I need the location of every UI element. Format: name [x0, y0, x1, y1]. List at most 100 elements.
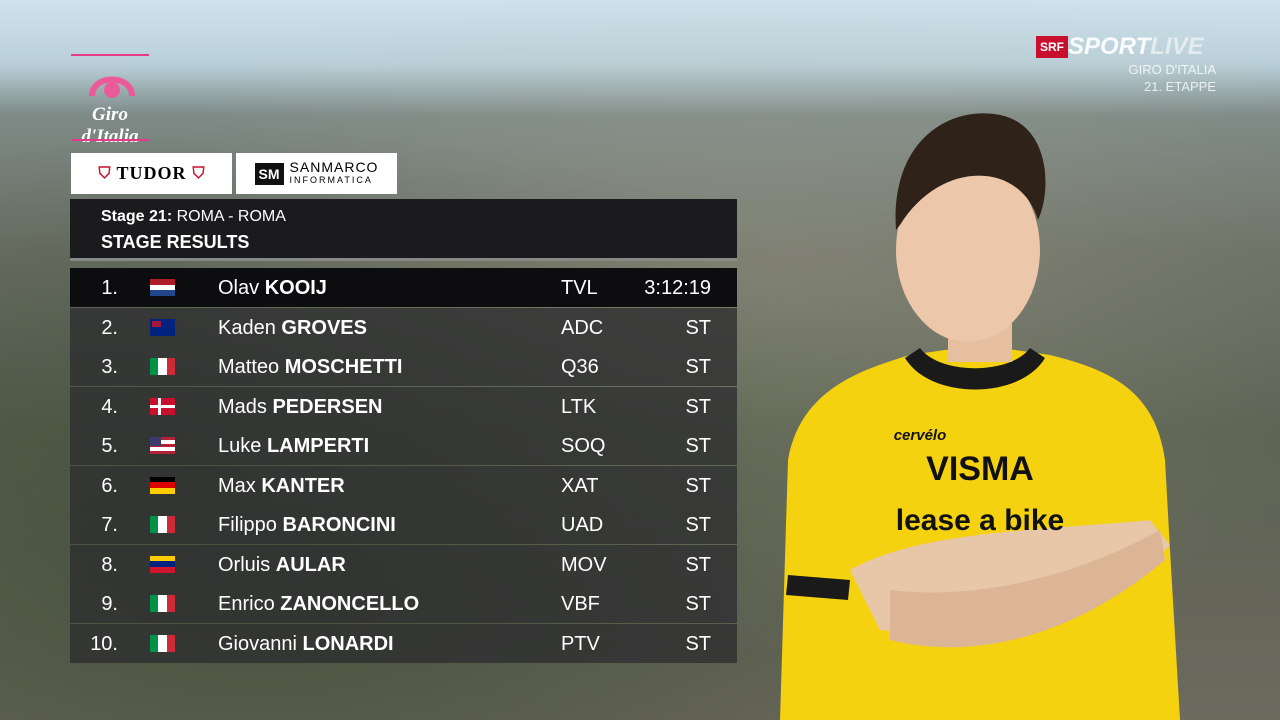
rank: 7.	[101, 514, 118, 536]
flag	[150, 634, 175, 652]
team: MOV	[561, 553, 607, 576]
rider-name: Mads PEDERSEN	[218, 396, 383, 419]
rank: 2.	[101, 316, 118, 339]
rank: 8.	[101, 553, 118, 576]
team: ADC	[561, 316, 604, 339]
first-name: Olav	[218, 277, 260, 299]
rank: 6.	[101, 474, 118, 497]
panel-header: Stage 21: ROMA - ROMA STAGE RESULTS	[70, 199, 737, 258]
first-name: Orluis	[218, 553, 271, 576]
first-name: Kaden	[218, 316, 276, 339]
team: SOQ	[561, 435, 606, 457]
logo-rule	[71, 139, 149, 141]
time: ST	[685, 593, 711, 615]
flag-part	[150, 404, 175, 408]
flag-part	[150, 279, 175, 285]
rider: VISMA lease a bike cervélo	[780, 113, 1180, 720]
first-name: Filippo	[218, 514, 277, 536]
flag-part	[150, 437, 175, 441]
result-row: 3. Matteo MOSCHETTI Q36 ST	[70, 347, 737, 386]
team: LTK	[561, 395, 597, 418]
stage-name: 21. ETAPPE	[1143, 79, 1216, 94]
flag-part	[150, 487, 175, 494]
team: Q36	[561, 356, 599, 378]
sponsor-name: TUDOR	[116, 163, 187, 183]
last-name: GROVES	[281, 316, 367, 339]
flag-part	[150, 450, 175, 454]
sponsor: SM SANMARCO INFORMATICA	[236, 153, 397, 194]
sponsor-sub: INFORMATICA	[289, 174, 373, 185]
flag-part	[150, 290, 175, 296]
last-name: KANTER	[261, 474, 345, 497]
first-name: Mads	[218, 395, 267, 418]
broadcaster-logo: SRF	[1036, 36, 1068, 58]
flag	[150, 476, 175, 494]
flag-part	[150, 443, 175, 448]
flag-part	[150, 447, 175, 451]
time: ST	[685, 316, 711, 339]
flag	[150, 595, 175, 612]
flag-part	[158, 358, 167, 375]
flag-part	[150, 440, 175, 444]
result-row: 6. Max KANTER XAT ST	[70, 465, 737, 505]
time: ST	[685, 435, 711, 457]
live: LIVE	[1150, 33, 1204, 60]
flag-part	[150, 555, 175, 562]
time: 3:12:19	[644, 277, 711, 299]
flag-part	[150, 595, 175, 612]
flag	[150, 397, 175, 415]
flag-part	[150, 358, 175, 375]
result-row: 2. Kaden GROVES ADC ST	[70, 307, 737, 347]
flag-part	[150, 595, 159, 612]
result-row: 5. Luke LAMPERTI SOQ ST	[70, 426, 737, 465]
rider-name: Kaden GROVES	[218, 317, 367, 340]
jersey-brand: VISMA	[926, 450, 1034, 488]
rider-name: Olav KOOIJ	[218, 277, 327, 300]
sponsor-name: SANMARCO	[289, 158, 379, 175]
flag-part	[150, 516, 175, 533]
flag-part	[150, 437, 161, 446]
last-name: MOSCHETTI	[284, 356, 403, 378]
team: UAD	[561, 514, 604, 536]
last-name: LAMPERTI	[266, 435, 370, 457]
time: ST	[685, 632, 711, 655]
rank: 4.	[101, 395, 118, 418]
team: VBF	[561, 593, 600, 615]
time: ST	[685, 356, 711, 378]
flag-part	[150, 561, 175, 567]
flag-part	[166, 595, 175, 612]
flag-part	[150, 516, 159, 533]
divider	[70, 258, 737, 261]
flag-part	[158, 634, 167, 652]
time: ST	[685, 474, 711, 497]
result-row: 8. Orluis AULAR MOV ST	[70, 544, 737, 584]
last-name: AULAR	[275, 553, 346, 576]
flag	[150, 437, 175, 454]
flag-part	[150, 284, 175, 291]
flag-part	[150, 358, 159, 375]
first-name: Luke	[218, 435, 262, 457]
race-logo: Giro d'Italia	[81, 104, 139, 147]
rider-name: Max KANTER	[218, 475, 345, 498]
rider-name: Orluis AULAR	[218, 554, 346, 577]
panel-title: STAGE RESULTS	[101, 232, 250, 252]
time: ST	[685, 553, 711, 576]
rank: 9.	[101, 593, 118, 615]
rank: 10.	[90, 632, 118, 655]
flag-part	[150, 437, 175, 454]
logo-rule	[71, 54, 149, 56]
jersey-sponsor: lease a bike	[896, 504, 1064, 537]
rider-name: Filippo BARONCINI	[218, 514, 396, 537]
last-name: LONARDI	[302, 632, 394, 655]
logo-mark	[89, 76, 135, 98]
flag-part	[150, 566, 175, 573]
stage-label: Stage 21:	[101, 208, 173, 225]
time: ST	[685, 395, 711, 418]
flag-part	[150, 476, 175, 483]
last-name: KOOIJ	[264, 277, 327, 299]
flag-part	[150, 634, 175, 652]
result-row: 10. Giovanni LONARDI PTV ST	[70, 623, 737, 663]
first-name: Giovanni	[218, 632, 297, 655]
rank: 3.	[101, 356, 118, 378]
team: PTV	[561, 632, 600, 655]
